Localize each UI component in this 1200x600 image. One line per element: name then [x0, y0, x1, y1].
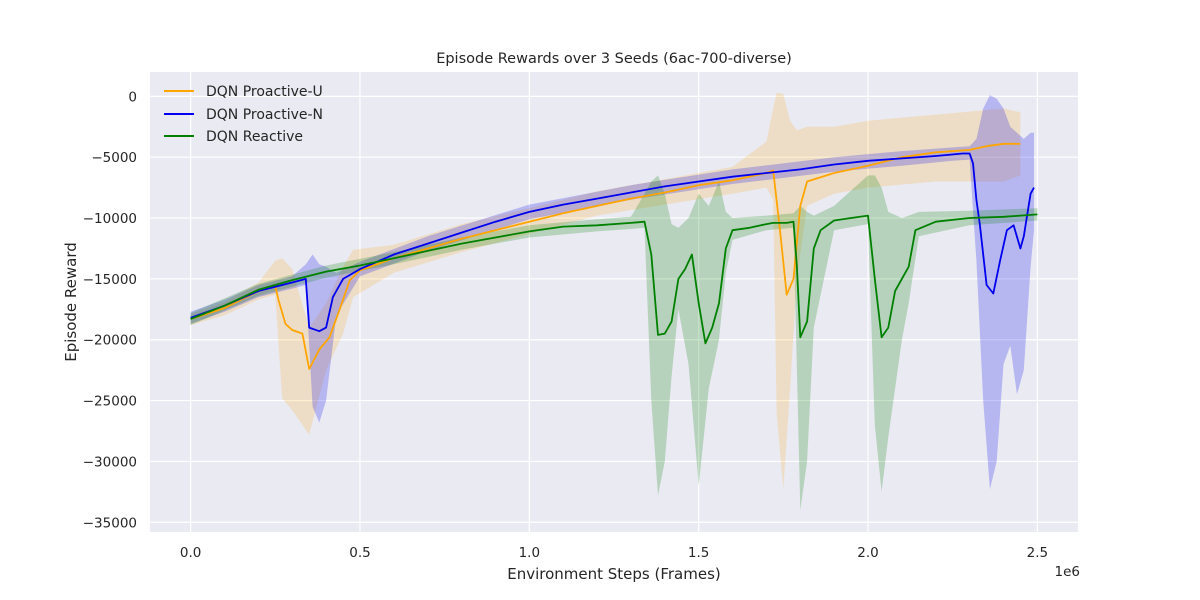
- line-proactive-u: [190, 142, 1021, 370]
- chart-title: Episode Rewards over 3 Seeds (6ac-700-di…: [436, 51, 792, 67]
- legend: DQN Proactive-U DQN Proactive-N DQN Reac…: [164, 84, 323, 145]
- y-axis-label: Episode Reward: [62, 242, 80, 362]
- confidence-bands: [190, 92, 1038, 511]
- band-proactive-u: [190, 92, 1021, 490]
- x-axis-label: Environment Steps (Frames): [507, 565, 721, 583]
- legend-label-proactive-n: DQN Proactive-N: [206, 107, 323, 123]
- series-lines: [190, 142, 1038, 370]
- x-tick-label: 2.5: [1027, 545, 1048, 561]
- y-tick-label: −15000: [83, 272, 137, 288]
- x-tick-label: 0.5: [349, 545, 370, 561]
- y-tick-label: −30000: [83, 454, 137, 470]
- y-tick-label: −20000: [83, 333, 137, 349]
- plot-background: [150, 72, 1078, 532]
- x-axis-ticks: 0.0 0.5 1.0 1.5 2.0 2.5: [180, 545, 1048, 561]
- line-reactive: [190, 213, 1038, 345]
- x-tick-label: 1.5: [688, 545, 709, 561]
- x-axis-multiplier: 1e6: [1055, 564, 1080, 580]
- line-proactive-n: [190, 152, 1035, 333]
- x-tick-label: 2.0: [857, 545, 878, 561]
- y-tick-label: 0: [128, 89, 137, 105]
- band-reactive: [190, 175, 1038, 511]
- y-tick-label: −5000: [91, 150, 137, 166]
- y-axis-ticks: 0 −5000 −10000 −15000 −20000 −25000 −30000 −350…: [83, 89, 137, 531]
- y-tick-label: −25000: [83, 394, 137, 410]
- y-tick-label: −10000: [83, 211, 137, 227]
- x-tick-label: 1.0: [519, 545, 540, 561]
- legend-label-proactive-u: DQN Proactive-U: [206, 84, 323, 100]
- grid-lines: [150, 72, 1078, 532]
- y-tick-label: −35000: [83, 515, 137, 531]
- legend-label-reactive: DQN Reactive: [206, 129, 303, 145]
- x-tick-label: 0.0: [180, 545, 201, 561]
